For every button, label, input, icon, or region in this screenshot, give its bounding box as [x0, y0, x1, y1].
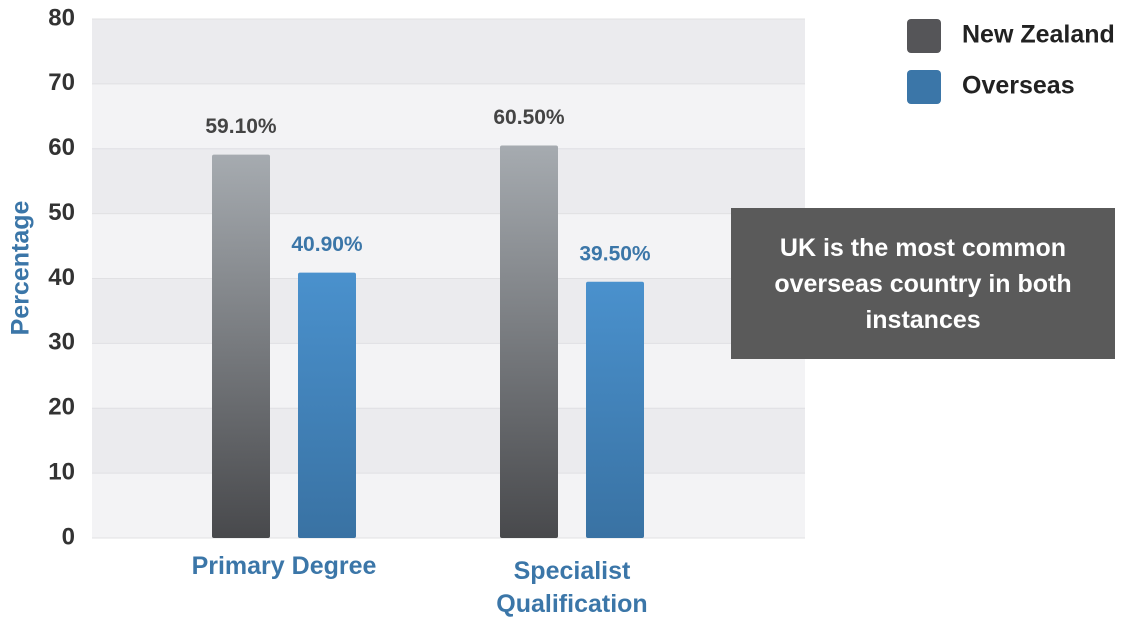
grid-band [92, 473, 805, 538]
bar [212, 154, 270, 538]
y-tick-label: 40 [48, 264, 75, 291]
y-tick-label: 60 [48, 134, 75, 161]
y-tick-label: 20 [48, 394, 75, 421]
grid-band [92, 213, 805, 279]
bar [500, 145, 558, 538]
data-label: 40.90% [291, 233, 363, 256]
y-tick-label: 0 [62, 523, 75, 550]
bar [586, 281, 644, 538]
data-label: 59.10% [205, 115, 277, 138]
x-tick-label: Specialist Qualification [496, 557, 648, 618]
grid-band [92, 278, 805, 344]
grid-band [92, 19, 805, 84]
data-label: 39.50% [579, 242, 651, 265]
legend-label: New Zealand [962, 21, 1115, 49]
y-tick-label: 80 [48, 4, 75, 31]
legend-swatch [907, 19, 941, 53]
legend-label: Overseas [962, 72, 1075, 100]
annotation: UK is the most common overseas country i… [731, 208, 1115, 359]
bar [298, 272, 356, 538]
grid-band [92, 408, 805, 474]
y-tick-label: 30 [48, 329, 75, 356]
legend-swatch [907, 70, 941, 104]
grid-band [92, 343, 805, 409]
grid-band [92, 83, 805, 149]
y-axis-label: Percentage [7, 201, 35, 336]
grid-band [92, 148, 805, 214]
y-tick-label: 10 [48, 458, 75, 485]
y-tick-label: 50 [48, 199, 75, 226]
y-tick-label: 70 [48, 69, 75, 96]
x-tick-label: Primary Degree [191, 552, 377, 580]
data-label: 60.50% [493, 106, 565, 129]
